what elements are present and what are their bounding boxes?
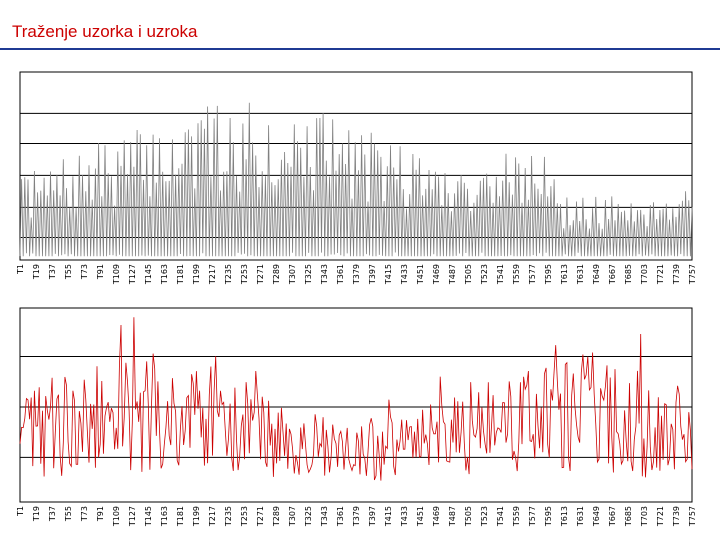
x-tick-label: T127 — [128, 264, 137, 285]
x-tick-label: T631 — [576, 506, 585, 527]
x-tick-label: T307 — [288, 264, 297, 285]
x-tick-label: T1 — [16, 506, 25, 517]
x-tick-label: T451 — [416, 264, 425, 285]
plot-frame — [19, 71, 693, 261]
x-tick-label: T109 — [112, 506, 121, 527]
x-tick-label: T253 — [240, 264, 249, 285]
x-tick-label: T289 — [272, 264, 281, 285]
x-tick-label: T55 — [64, 264, 73, 280]
x-tick-label: T415 — [384, 264, 393, 285]
x-tick-label: T91 — [96, 264, 105, 280]
x-tick-label: T433 — [400, 506, 409, 527]
x-tick-label: T505 — [464, 506, 473, 527]
x-tick-label: T37 — [48, 264, 57, 280]
series-trace — [19, 102, 693, 257]
x-tick-label: T667 — [608, 264, 617, 285]
x-tick-label: T271 — [256, 264, 265, 285]
x-tick-label: T325 — [304, 264, 313, 285]
x-tick-label: T343 — [320, 264, 329, 285]
x-tick-label: T109 — [112, 264, 121, 285]
x-tick-label: T739 — [672, 264, 681, 285]
x-tick-label: T415 — [384, 506, 393, 527]
x-tick-label: T55 — [64, 506, 73, 522]
x-tick-label: T721 — [656, 506, 665, 527]
x-tick-label: T721 — [656, 264, 665, 285]
x-tick-label: T541 — [496, 506, 505, 527]
top-chart: T1 T19 T37 T55 T73 T91 T109 T127 T145 T163 T181 T19… — [16, 71, 697, 285]
x-tick-label: T703 — [640, 264, 649, 285]
x-tick-label: T91 — [96, 506, 105, 522]
x-tick-label: T487 — [448, 264, 457, 285]
x-tick-label: T1 — [16, 264, 25, 275]
x-tick-label: T469 — [432, 264, 441, 285]
x-tick-label: T685 — [624, 506, 633, 527]
x-tick-label: T217 — [208, 264, 217, 285]
x-tick-label: T235 — [224, 264, 233, 285]
x-tick-label: T217 — [208, 506, 217, 527]
x-tick-label: T559 — [512, 506, 521, 527]
x-tick-label: T181 — [176, 264, 185, 285]
x-tick-label: T199 — [192, 506, 201, 527]
x-tick-label: T289 — [272, 506, 281, 527]
x-tick-label: T361 — [336, 506, 345, 527]
x-tick-label: T577 — [528, 264, 537, 285]
x-tick-label: T127 — [128, 506, 137, 527]
x-tick-label: T559 — [512, 264, 521, 285]
x-tick-label: T325 — [304, 506, 313, 527]
x-tick-label: T397 — [368, 264, 377, 285]
x-tick-label: T613 — [560, 264, 569, 285]
x-tick-label: T703 — [640, 506, 649, 527]
x-tick-label: T757 — [688, 264, 697, 285]
x-tick-label: T541 — [496, 264, 505, 285]
x-tick-label: T649 — [592, 264, 601, 285]
x-tick-label: T595 — [544, 506, 553, 527]
series-trace — [19, 317, 693, 481]
x-tick-label: T379 — [352, 264, 361, 285]
x-tick-label: T505 — [464, 264, 473, 285]
x-tick-label: T577 — [528, 506, 537, 527]
title-underline — [0, 48, 720, 50]
x-tick-label: T343 — [320, 506, 329, 527]
x-tick-label: T73 — [80, 264, 89, 280]
x-tick-label: T649 — [592, 506, 601, 527]
x-tick-label: T181 — [176, 506, 185, 527]
x-tick-label: T595 — [544, 264, 553, 285]
x-tick-label: T523 — [480, 264, 489, 285]
page-title: Traženje uzorka i uzroka — [12, 22, 198, 41]
x-tick-label: T631 — [576, 264, 585, 285]
x-tick-label: T361 — [336, 264, 345, 285]
x-tick-label: T235 — [224, 506, 233, 527]
x-tick-label: T613 — [560, 506, 569, 527]
x-tick-label: T451 — [416, 506, 425, 527]
x-tick-label: T145 — [144, 506, 153, 527]
plot-frame — [19, 307, 693, 503]
x-tick-label: T199 — [192, 264, 201, 285]
x-tick-label: T19 — [32, 506, 41, 522]
x-tick-label: T271 — [256, 506, 265, 527]
bottom-chart: T1 T19 T37 T55 T73 T91 T109 T127 T145 T163 T181 T19… — [16, 307, 697, 527]
x-tick-label: T73 — [80, 506, 89, 522]
x-tick-label: T739 — [672, 506, 681, 527]
x-tick-label: T19 — [32, 264, 41, 280]
x-tick-label: T307 — [288, 506, 297, 527]
x-tick-label: T379 — [352, 506, 361, 527]
x-tick-label: T523 — [480, 506, 489, 527]
x-tick-label: T667 — [608, 506, 617, 527]
x-tick-label: T757 — [688, 506, 697, 527]
x-tick-label: T37 — [48, 506, 57, 522]
x-tick-label: T163 — [160, 506, 169, 527]
x-tick-label: T469 — [432, 506, 441, 527]
x-tick-label: T163 — [160, 264, 169, 285]
x-tick-label: T685 — [624, 264, 633, 285]
x-tick-label: T397 — [368, 506, 377, 527]
x-tick-label: T145 — [144, 264, 153, 285]
x-tick-label: T487 — [448, 506, 457, 527]
x-tick-label: T253 — [240, 506, 249, 527]
x-tick-label: T433 — [400, 264, 409, 285]
